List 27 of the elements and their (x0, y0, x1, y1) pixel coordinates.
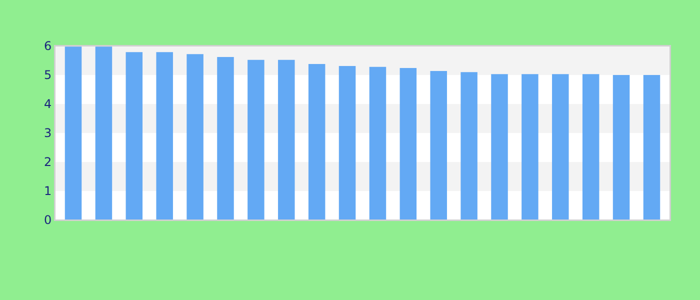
y-tick-label: 0 (44, 213, 52, 228)
y-tick-label: 2 (44, 155, 52, 170)
bar (430, 70, 447, 220)
y-tick-label: 4 (44, 97, 52, 112)
bar (156, 52, 173, 220)
bar (278, 60, 295, 220)
bar (460, 72, 478, 220)
bar (126, 52, 143, 220)
y-tick-label: 5 (44, 68, 52, 82)
y-tick-label: 1 (44, 184, 52, 198)
bar (552, 74, 569, 220)
y-tick-label: 3 (44, 126, 52, 140)
bar (186, 54, 204, 220)
bar (612, 75, 630, 220)
bar (95, 46, 112, 220)
bar (308, 64, 326, 220)
bar (248, 60, 264, 220)
y-tick-label: 6 (44, 39, 52, 54)
bar (369, 66, 386, 220)
bar (400, 68, 417, 220)
bar (64, 46, 82, 220)
bar (338, 66, 356, 220)
bar (643, 75, 660, 220)
bar (582, 74, 600, 220)
bar (522, 74, 538, 220)
bar (217, 57, 234, 220)
bar (491, 74, 508, 220)
